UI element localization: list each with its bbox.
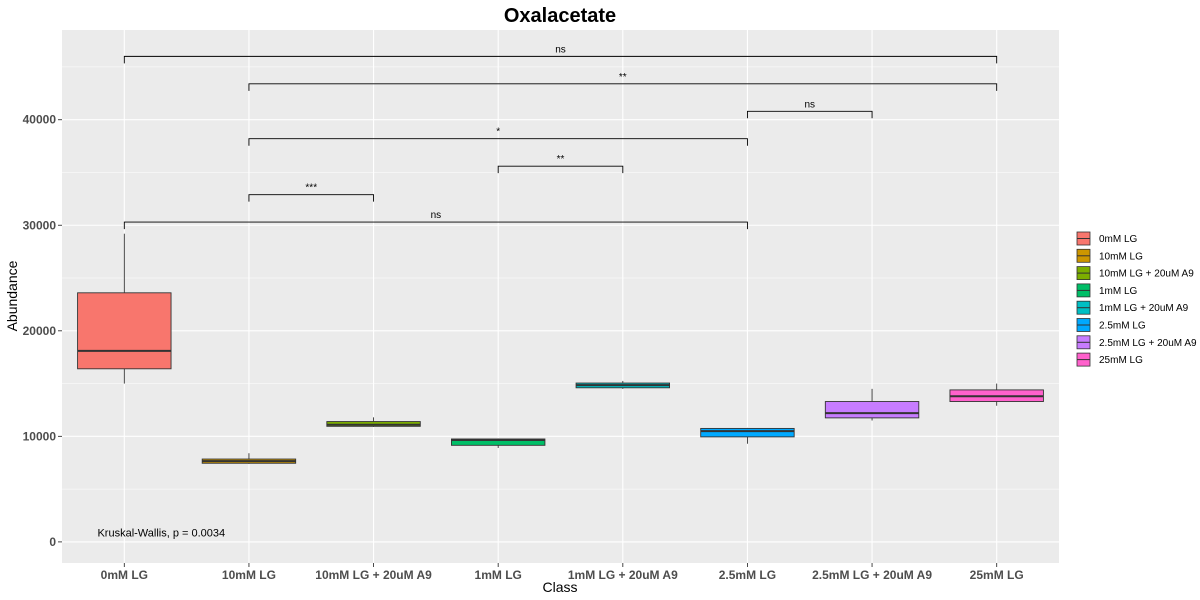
significance-label: ** (557, 154, 565, 165)
legend-entry: 25mM LG (1076, 352, 1143, 367)
significance-label: ** (619, 72, 627, 83)
significance-label: ns (804, 99, 815, 110)
bracket-line (248, 83, 998, 91)
legend-label: 2.5mM LG + 20uM A9 (1099, 338, 1197, 349)
bracket-line (497, 165, 624, 174)
x-tick-label: 2.5mM LG + 20uM A9 (812, 568, 932, 582)
legend-entry: 10mM LG + 20uM A9 (1076, 266, 1194, 281)
box-1 (201, 453, 297, 464)
x-tick-label: 2.5mM LG (719, 568, 776, 582)
y-axis-ticks: 0 10000 20000 30000 40000 (23, 113, 62, 549)
comparison-bracket: ns (123, 210, 748, 230)
y-axis-title: Abundance (4, 260, 20, 331)
x-tick-label: 0mM LG (101, 568, 148, 582)
legend-entry: 10mM LG (1076, 248, 1143, 263)
x-axis-ticks: 0mM LG 10mM LG 10mM LG + 20uM A9 1mM LG 1mM … (101, 563, 1024, 582)
x-axis-title: Class (542, 579, 577, 595)
legend-entry: 1mM LG (1076, 283, 1138, 298)
box-body (700, 427, 795, 438)
y-tick-label: 40000 (23, 113, 57, 127)
comparison-bracket: ns (746, 99, 873, 119)
box-3 (451, 438, 546, 448)
significance-label: * (496, 127, 500, 138)
bracket-line (248, 138, 748, 146)
box-body (451, 438, 546, 446)
bracket-line (123, 55, 998, 64)
grid-lines (62, 30, 1059, 563)
box-2 (326, 417, 421, 427)
x-tick-label: 10mM LG (222, 568, 276, 582)
legend-label: 0mM LG (1099, 234, 1138, 245)
bracket-line (248, 194, 375, 202)
box-body (77, 292, 172, 370)
comparison-bracket: ** (497, 154, 624, 174)
legend-label: 1mM LG + 20uM A9 (1099, 303, 1189, 314)
x-tick-label: 25mM LG (970, 568, 1024, 582)
significance-label: ns (555, 44, 566, 55)
y-tick-label: 10000 (23, 429, 57, 443)
legend-entry: 2.5mM LG + 20uM A9 (1076, 335, 1197, 350)
legend-label: 1mM LG (1099, 286, 1138, 297)
box-5 (700, 427, 795, 444)
legend-label: 10mM LG (1099, 251, 1143, 262)
y-tick-label: 30000 (23, 218, 57, 232)
box-4 (575, 380, 670, 389)
kruskal-wallis-annotation: Kruskal-Wallis, p = 0.0034 (97, 528, 225, 540)
comparison-bracket: ** (248, 72, 998, 91)
boxes (77, 233, 1044, 464)
box-7 (949, 383, 1044, 406)
x-tick-label: 1mM LG + 20uM A9 (568, 568, 678, 582)
x-tick-label: 10mM LG + 20uM A9 (315, 568, 432, 582)
comparison-bracket: ns (123, 44, 998, 64)
bracket-line (746, 110, 873, 119)
legend-entry: 2.5mM LG (1076, 318, 1146, 332)
chart-title: Oxalacetate (504, 5, 616, 27)
legend-label: 10mM LG + 20uM A9 (1099, 269, 1194, 280)
comparison-bracket: *** (248, 183, 375, 202)
legend-entry: 0mM LG (1076, 231, 1138, 246)
box-body (824, 401, 920, 419)
significance-label: ns (431, 210, 442, 221)
box-6 (824, 388, 920, 421)
y-tick-label: 0 (49, 535, 56, 549)
box-0 (77, 233, 172, 384)
plot-panel (62, 30, 1059, 563)
legend-label: 25mM LG (1099, 355, 1143, 366)
legend-entry: 1mM LG + 20uM A9 (1076, 300, 1189, 315)
x-tick-label: 1mM LG (475, 568, 522, 582)
bracket-line (123, 221, 748, 230)
significance-label: *** (305, 183, 317, 194)
comparison-bracket: * (248, 127, 748, 146)
significance-brackets: ns**ns******ns (123, 44, 998, 230)
legend: 0mM LG 10mM LG 10mM LG + 20uM A9 1mM LG 1mM … (1076, 231, 1197, 367)
legend-label: 2.5mM LG (1099, 321, 1146, 332)
y-tick-label: 20000 (23, 324, 57, 338)
